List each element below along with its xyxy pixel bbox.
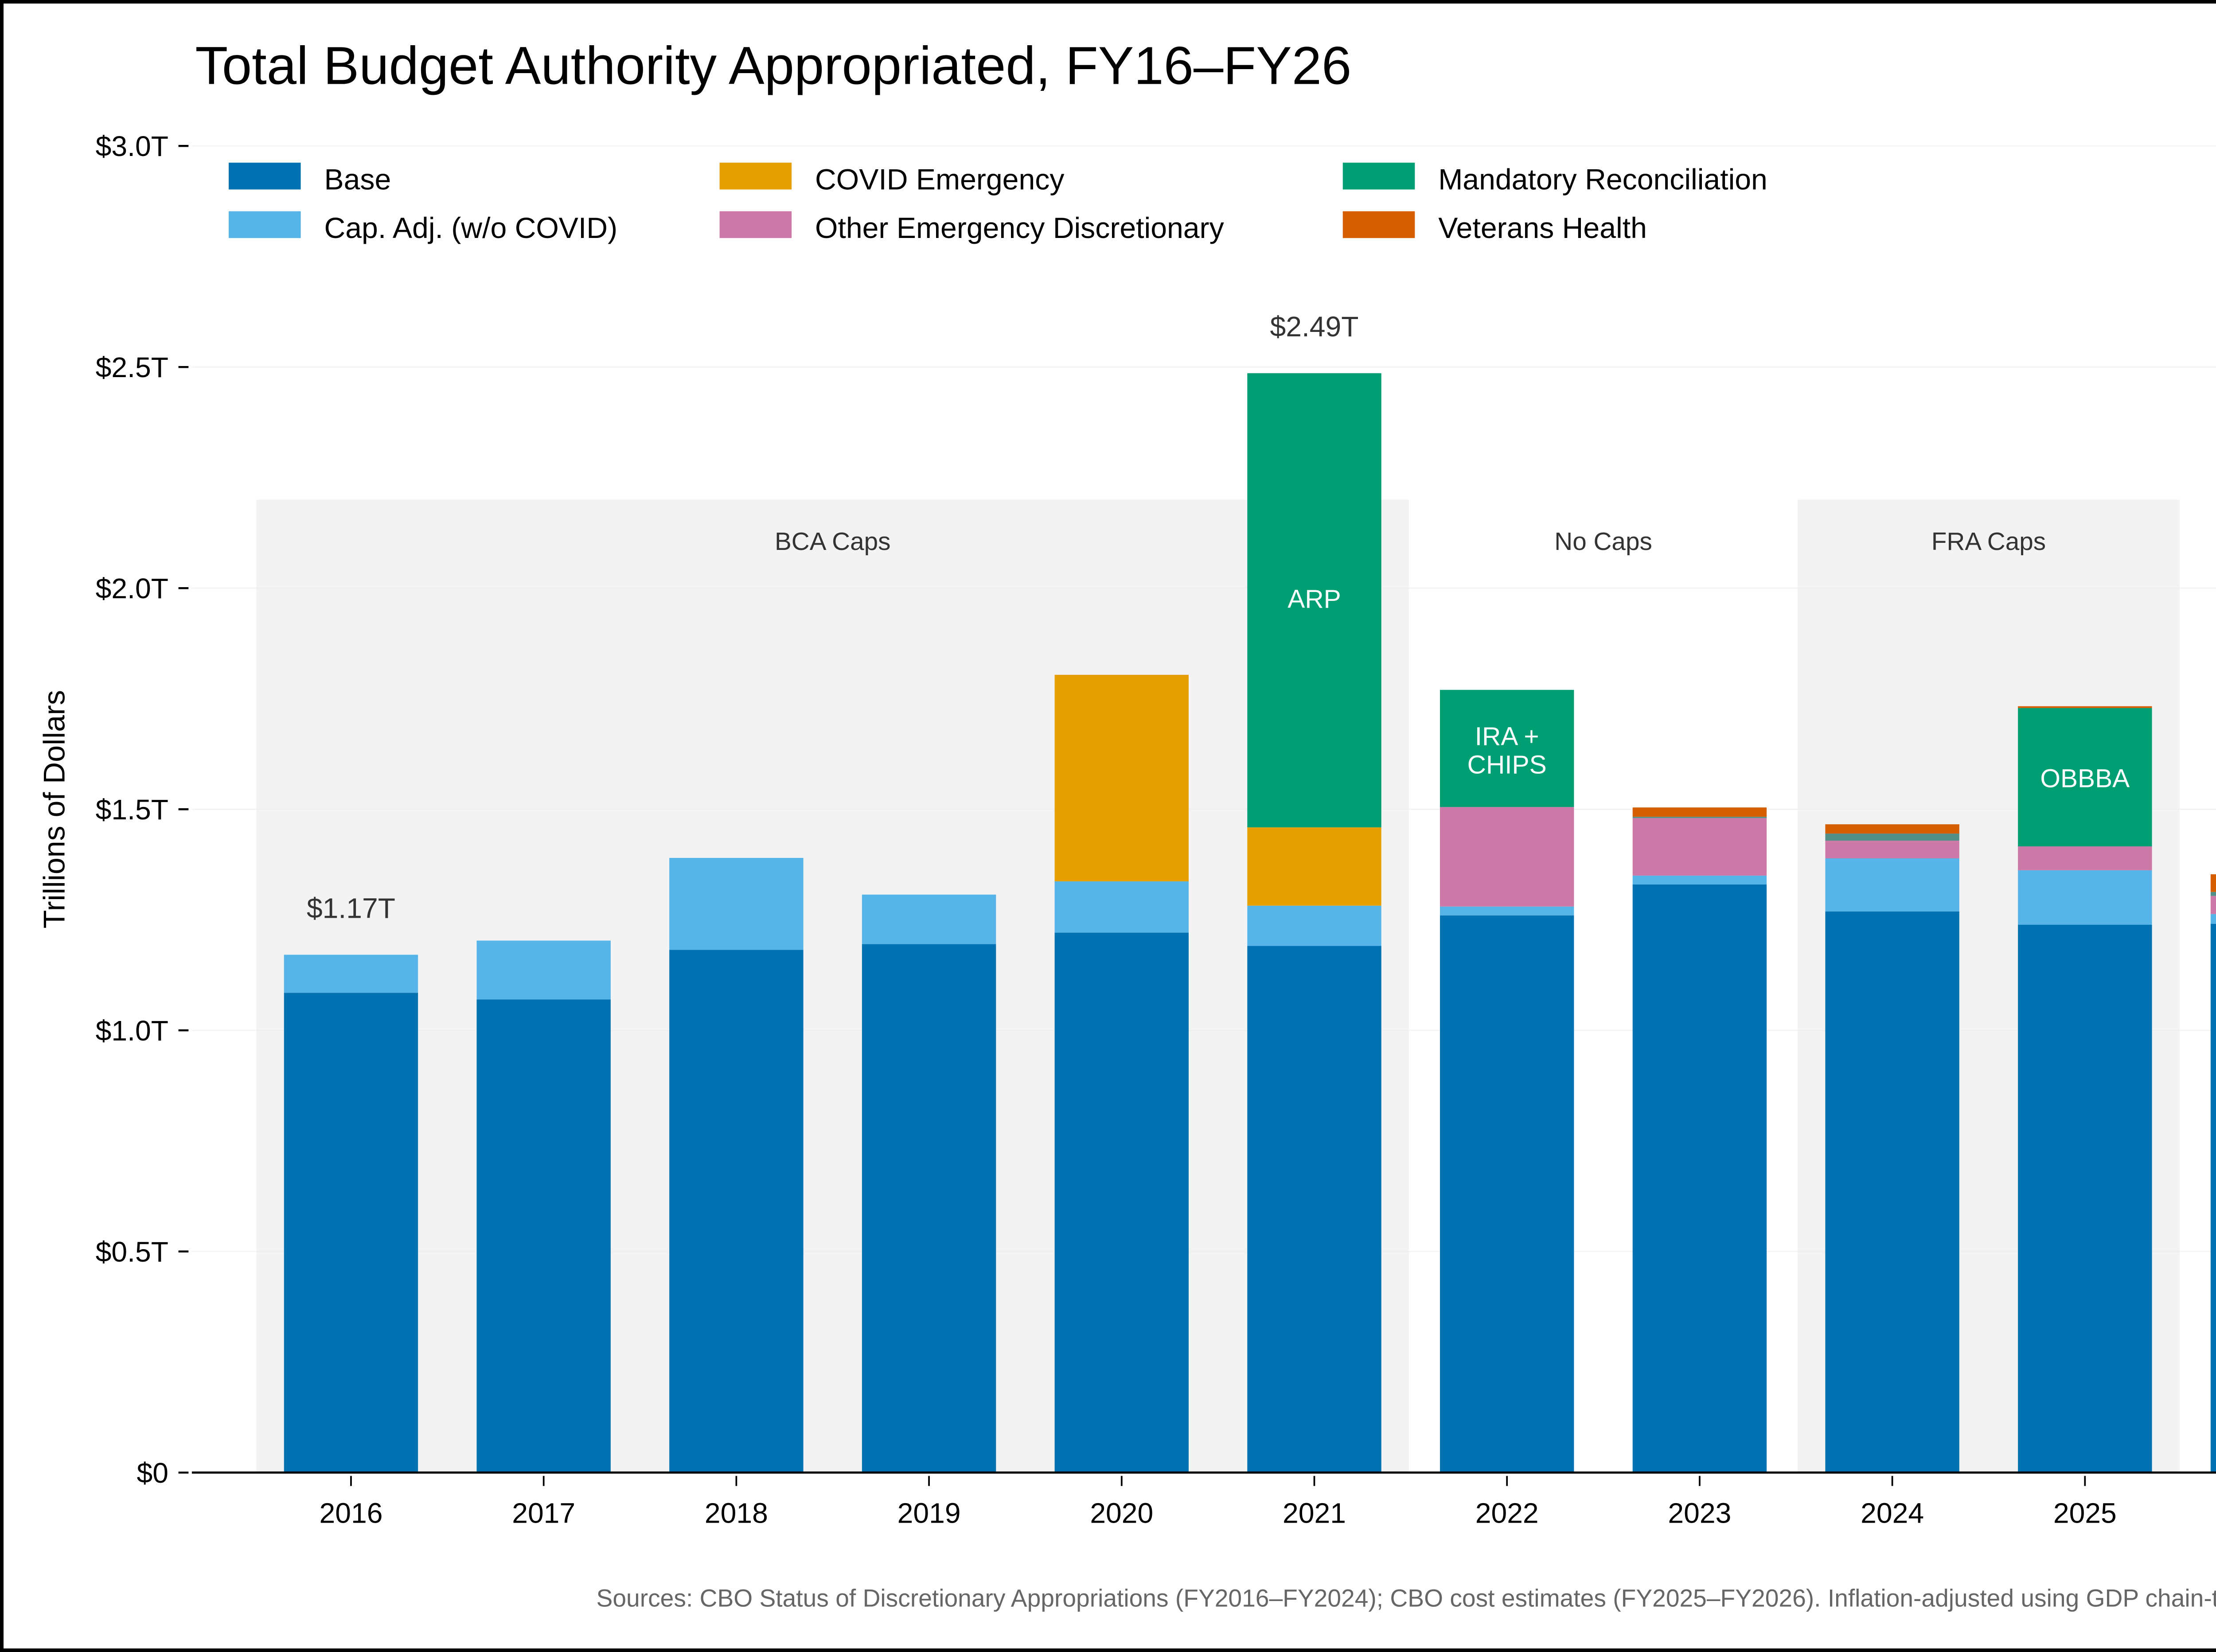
y-tick-label: $0.5T <box>96 1236 168 1268</box>
shaded-period-bca-caps <box>256 499 1409 1473</box>
chart-container: $0 $0.5T $1.0T $1.5T $2.0T $2.5T $3.0T 2016 2017… <box>4 4 2216 1648</box>
y-tick-label: $2.5T <box>96 351 168 383</box>
bar-segment-mandatory-reconciliation-2023 <box>1632 817 1767 818</box>
bar-segment-other-emergency-discretionary-2022 <box>1440 807 1574 907</box>
legend-swatch <box>1342 211 1415 238</box>
bar-segment-veterans-health-2025 <box>2018 706 2152 708</box>
legend-label: Base <box>324 164 391 196</box>
legend-item-mandatory-reconciliation: Mandatory Reconciliation <box>1342 163 1767 196</box>
total-label: $1.17T <box>307 892 395 924</box>
bar-segment-mandatory-reconciliation-2022 <box>1440 690 1574 807</box>
bar-segment-cap-adj-w-o-covid-2022 <box>1440 906 1574 916</box>
legend-swatch <box>719 163 792 190</box>
chart-title: Total Budget Authority Appropriated, FY1… <box>195 35 1351 95</box>
bar-segment-cap-adj-w-o-covid-2023 <box>1632 875 1767 884</box>
legend-label: Mandatory Reconciliation <box>1438 164 1767 196</box>
bar-segment-cap-adj-w-o-covid-2016 <box>284 955 418 993</box>
bar-segment-veterans-health-2023 <box>1632 807 1767 817</box>
bar-segment-veterans-health-2024 <box>1825 824 1959 834</box>
bar-segment-base-2023 <box>1632 884 1767 1473</box>
bar-segment-covid-emergency-2021 <box>1247 827 1381 906</box>
y-tick-label: $2.0T <box>96 573 168 604</box>
legend-swatch <box>719 211 792 238</box>
bar-segment-base-2021 <box>1247 946 1381 1473</box>
bar-segment-cap-adj-w-o-covid-2019 <box>862 894 996 944</box>
bar-segment-base-2025 <box>2018 924 2152 1473</box>
axes: $0 $0.5T $1.0T $1.5T $2.0T $2.5T $3.0T 2016 2017… <box>96 130 2216 1529</box>
bar-segment-base-2024 <box>1825 911 1959 1473</box>
y-tick-label: $1.0T <box>96 1015 168 1047</box>
footnote: Sources: CBO Status of Discretionary App… <box>597 1584 2216 1612</box>
x-tick-label: 2018 <box>705 1497 768 1529</box>
legend-item-cap-adj-w-o-covid: Cap. Adj. (w/o COVID) <box>229 211 617 245</box>
bar-segment-base-2026 <box>2210 923 2216 1473</box>
bar-segment-other-emergency-discretionary-2026 <box>2210 896 2216 914</box>
bar-segment-covid-emergency-2020 <box>1054 674 1189 881</box>
period-label: BCA Caps <box>775 528 891 556</box>
x-tick-label: 2021 <box>1283 1497 1346 1529</box>
bar-segment-base-2020 <box>1054 932 1189 1473</box>
x-tick-label: 2022 <box>1475 1497 1539 1529</box>
bar-segment-base-2017 <box>476 999 611 1473</box>
bar-segment-base-2018 <box>669 950 804 1473</box>
segment-annotation: CHIPS <box>1467 751 1547 779</box>
x-tick-label: 2020 <box>1090 1497 1153 1529</box>
bar-segment-cap-adj-w-o-covid-2018 <box>669 857 804 950</box>
period-label: FRA Caps <box>1931 528 2046 556</box>
bar-segment-mandatory-reconciliation-2025 <box>2018 708 2152 847</box>
legend-swatch <box>229 211 301 238</box>
bar-segment-mandatory-reconciliation-2026 <box>2210 892 2216 896</box>
y-tick-label: $1.5T <box>96 794 168 826</box>
legend-label: COVID Emergency <box>815 164 1064 196</box>
total-label: $2.49T <box>1270 311 1358 343</box>
bar-segment-cap-adj-w-o-covid-2025 <box>2018 870 2152 925</box>
bar-segment-base-2019 <box>862 944 996 1473</box>
bar-segment-other-emergency-discretionary-2023 <box>1632 818 1767 876</box>
legend-item-other-emergency-discretionary: Other Emergency Discretionary <box>719 211 1224 245</box>
x-tick-label: 2017 <box>512 1497 575 1529</box>
segment-annotation: IRA + <box>1475 722 1539 751</box>
bar-segment-mandatory-reconciliation-2021 <box>1247 373 1381 828</box>
legend-label: Veterans Health <box>1438 212 1647 245</box>
legend-swatch <box>229 163 301 190</box>
bar-segment-veterans-health-2026 <box>2210 874 2216 892</box>
stacked-bar-chart: $0 $0.5T $1.0T $1.5T $2.0T $2.5T $3.0T 2016 2017… <box>38 35 2216 1612</box>
y-axis-label: Trillions of Dollars <box>38 690 71 928</box>
bar-segment-base-2016 <box>284 993 418 1473</box>
legend-item-covid-emergency: COVID Emergency <box>719 163 1064 196</box>
y-tick-label: $3.0T <box>96 130 168 162</box>
legend-swatch <box>1342 163 1415 190</box>
segment-annotation: OBBBA <box>2040 764 2130 793</box>
bar-segment-base-2022 <box>1440 915 1574 1473</box>
segment-annotation: ARP <box>1287 584 1341 613</box>
bar-segment-cap-adj-w-o-covid-2020 <box>1054 881 1189 933</box>
x-tick-label: 2024 <box>1861 1497 1924 1529</box>
legend-label: Other Emergency Discretionary <box>815 212 1224 245</box>
x-tick-label: 2025 <box>2053 1497 2117 1529</box>
y-tick-label: $0 <box>137 1457 168 1489</box>
x-tick-label: 2019 <box>897 1497 961 1529</box>
bar-segment-other-emergency-discretionary-2024 <box>1825 841 1959 858</box>
x-tick-label: 2023 <box>1668 1497 1731 1529</box>
bars <box>284 373 2216 1473</box>
x-tick-label: 2016 <box>320 1497 383 1529</box>
legend-item-veterans-health: Veterans Health <box>1342 211 1647 245</box>
legend: Base Cap. Adj. (w/o COVID) COVID Emergency… <box>229 163 1767 245</box>
bar-segment-other-emergency-discretionary-2025 <box>2018 846 2152 870</box>
bar-segment-cap-adj-w-o-covid-2017 <box>476 940 611 1000</box>
bar-segment-cap-adj-w-o-covid-2026 <box>2210 914 2216 924</box>
period-label: No Caps <box>1554 528 1652 556</box>
legend-label: Cap. Adj. (w/o COVID) <box>324 212 617 245</box>
bar-segment-cap-adj-w-o-covid-2021 <box>1247 905 1381 946</box>
bar-segment-mandatory-reconciliation-2024 <box>1825 834 1959 841</box>
legend-item-base: Base <box>229 163 391 196</box>
bar-segment-cap-adj-w-o-covid-2024 <box>1825 858 1959 912</box>
